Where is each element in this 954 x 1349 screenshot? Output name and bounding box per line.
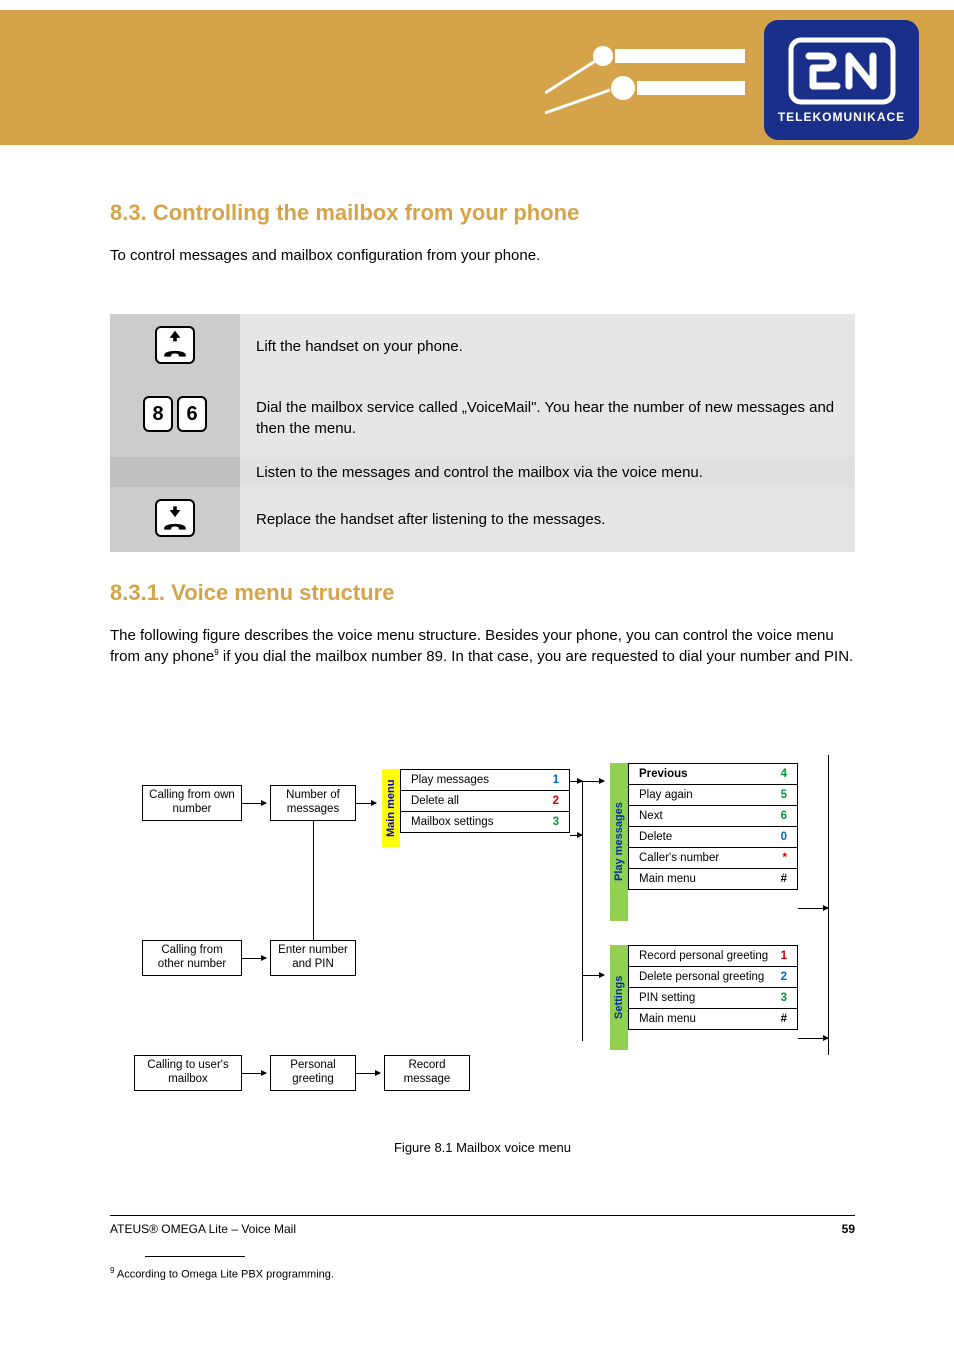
flow-box-personal-greeting: Personal greeting [270,1055,356,1091]
menu-row: Play messages1 [401,770,569,791]
arrow-icon [356,1073,380,1074]
flow-box-enter-pin: Enter number and PIN [270,940,356,976]
section-intro: To control messages and mailbox configur… [110,245,855,266]
instruction-text: Replace the handset after listening to t… [240,487,855,552]
table-row: Listen to the messages and control the m… [110,457,855,487]
footnote-text: According to Omega Lite PBX programming. [114,1269,334,1281]
connector-line [570,835,582,836]
page-footer: ATEUS® OMEGA Lite – Voice Mail 59 [110,1215,855,1236]
settings-vlabel: Settings [610,945,628,1050]
menu-row: Delete0 [629,827,797,848]
instruction-text: Listen to the messages and control the m… [240,457,855,487]
logo-2n: TELEKOMUNIKACE [764,20,919,140]
dial-keys-icon: 8 6 [110,379,240,457]
voice-menu-figure: Calling from own number Number of messag… [122,745,867,1125]
menu-row: Caller's number* [629,848,797,869]
instruction-text: Dial the mailbox service called „VoiceMa… [240,379,855,457]
logo-label: TELEKOMUNIKACE [778,110,905,124]
menu-row: Play again5 [629,785,797,806]
table-row: 8 6 Dial the mailbox service called „Voi… [110,379,855,457]
connector-line [313,821,314,940]
footnote: 9 According to Omega Lite PBX programmin… [110,1266,855,1281]
play-messages-vlabel: Play messages [610,763,628,921]
arrow-icon [242,958,266,959]
main-menu-vlabel: Main menu [382,769,400,847]
play-messages-box: Previous4 Play again5 Next6 Delete0 Call… [628,763,798,890]
arrow-icon [242,803,266,804]
instruction-table: Lift the handset on your phone. 8 6 Dial… [110,314,855,552]
menu-row: Delete all2 [401,791,569,812]
replace-handset-icon [110,487,240,552]
arrow-icon [582,781,604,782]
digit-key-8: 8 [143,396,173,432]
digit-key-6: 6 [177,396,207,432]
menu-row: Mailbox settings3 [401,812,569,832]
flow-box-call-mailbox: Calling to user's mailbox [134,1055,242,1091]
subsection-title: 8.3.1. Voice menu structure [110,580,394,606]
connector-line [798,1038,828,1039]
table-row: Replace the handset after listening to t… [110,487,855,552]
figure-caption: Figure 8.1 Mailbox voice menu [110,1140,855,1155]
footer-left: ATEUS® OMEGA Lite – Voice Mail [110,1222,296,1236]
footnote-separator [145,1256,245,1257]
empty-icon-cell [110,457,240,487]
menu-row: Delete personal greeting2 [629,967,797,988]
connector-line [570,781,582,782]
connector-line [798,908,828,909]
menu-row: Main menu# [629,869,797,889]
flow-box-record-message: Record message [384,1055,470,1091]
section-title: 8.3. Controlling the mailbox from your p… [110,200,579,226]
connector-line [582,781,583,1041]
settings-box: Record personal greeting1 Delete persona… [628,945,798,1030]
lift-handset-icon [110,314,240,379]
instruction-text: Lift the handset on your phone. [240,314,855,379]
table-row: Lift the handset on your phone. [110,314,855,379]
arrow-icon [582,975,604,976]
arrow-icon [356,803,376,804]
menu-row: PIN setting3 [629,988,797,1009]
flow-box-num-messages: Number of messages [270,785,356,821]
menu-row: Next6 [629,806,797,827]
footer-right: 59 [842,1222,855,1236]
connector-line [828,755,829,1055]
menu-row: Main menu# [629,1009,797,1029]
header-connector-graphic [545,18,745,138]
arrow-icon [242,1073,266,1074]
menu-row: Record personal greeting1 [629,946,797,967]
subsection-paragraph: The following figure describes the voice… [110,625,855,667]
menu-row: Previous4 [629,764,797,785]
main-menu-box: Play messages1 Delete all2 Mailbox setti… [400,769,570,833]
flow-box-own-number: Calling from own number [142,785,242,821]
flow-box-other-number: Calling from other number [142,940,242,976]
